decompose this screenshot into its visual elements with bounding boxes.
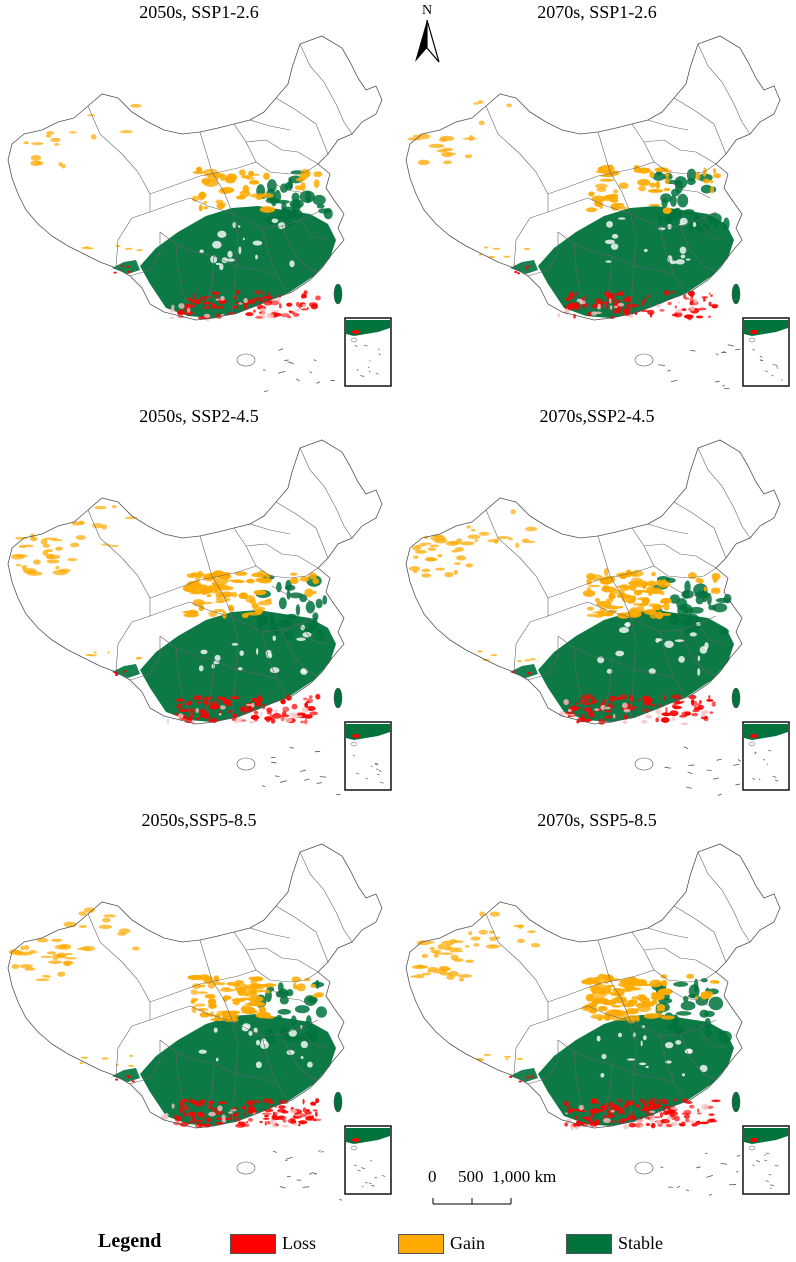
loss-area [557,290,719,321]
map-panel-5: 2050s,SSP5-8.5 [0,808,398,1208]
scale-bar: 0 500 1,000 km [424,1168,594,1210]
scale-tick-1000: 1,000 km [492,1167,557,1186]
scale-bar-graphic [432,1198,512,1205]
south-china-sea-inset [742,721,790,791]
islands [261,747,341,795]
stable-area [140,979,343,1126]
map-panel-6: 2070s, SSP5-8.5 [398,808,796,1208]
china-map [7,439,392,795]
map-panel-4: 2070s,SSP2-4.5 [398,404,796,804]
islands [658,344,741,389]
province-boundaries [485,851,751,1123]
gain-area [23,103,323,252]
south-china-sea-inset [742,1125,790,1195]
scale-tick-0: 0 [428,1167,437,1186]
north-arrow: N [412,4,442,64]
panel-title: 2050s, SSP2-4.5 [139,406,259,426]
legend-swatch-loss [230,1234,276,1254]
legend-swatch-stable [566,1234,612,1254]
panel-title: 2050s, SSP1-2.6 [139,2,259,22]
map-panel-3: 2050s, SSP2-4.5 [0,404,398,804]
province-boundaries [485,447,751,719]
south-china-sea-inset [344,317,392,387]
legend-label-stable: Stable [618,1233,663,1253]
panel-title: 2050s,SSP5-8.5 [141,810,257,830]
loss-area [167,693,321,726]
map-panel-1: 2050s, SSP1-2.6 [0,0,398,400]
loss-area [169,289,321,322]
stable-area [140,574,343,722]
china-map [405,843,790,1196]
country-outline [7,843,383,1129]
legend-label-gain: Gain [450,1233,485,1253]
province-boundaries [87,447,353,719]
china-map [7,35,392,392]
islands [262,348,335,392]
china-map [405,439,790,796]
north-arrow-icon [415,19,440,63]
country-outline [405,439,781,725]
gain-area [410,911,720,1061]
country-outline [405,843,781,1129]
panel-title: 2070s, SSP5-8.5 [537,810,657,830]
legend-title: Legend [98,1230,162,1252]
islands [660,1152,741,1196]
south-china-sea-inset [344,1125,392,1195]
legend-swatch-gain [398,1234,444,1254]
map-panel-2: 2070s, SSP1-2.6 [398,0,796,400]
islands [664,746,741,796]
stable-area [538,168,741,318]
province-boundaries [87,851,353,1123]
gain-area [8,907,325,1067]
south-china-sea-inset [742,317,790,387]
china-map [405,35,790,389]
legend-label-loss: Loss [282,1233,317,1253]
islands [273,1150,343,1201]
panel-title: 2070s, SSP1-2.6 [537,2,657,22]
gain-area [407,100,722,259]
province-boundaries [87,43,353,315]
china-map [7,843,392,1201]
loss-area [563,1097,721,1131]
loss-area [559,693,716,726]
loss-area [160,1097,322,1129]
north-label: N [421,3,433,18]
country-outline [7,35,383,321]
stable-area [140,170,343,318]
scale-tick-500: 500 [458,1167,484,1186]
south-china-sea-inset [344,721,392,791]
country-outline [7,439,383,725]
country-outline [405,35,781,321]
panel-title: 2070s,SSP2-4.5 [539,406,655,426]
province-boundaries [485,43,751,315]
legend: Legend Loss Gain Stable [0,1222,796,1262]
